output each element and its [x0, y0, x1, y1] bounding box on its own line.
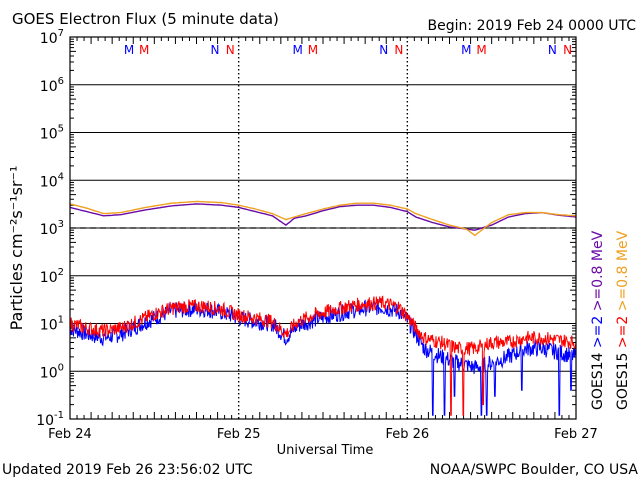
y-tick-label: 102	[40, 267, 64, 286]
y-tick-label: 106	[40, 76, 64, 95]
plot-frame	[69, 36, 577, 420]
time-marker: M	[476, 43, 486, 57]
time-marker: M	[308, 43, 318, 57]
series-line	[69, 200, 577, 237]
x-tick-label: Feb 25	[217, 427, 261, 442]
time-marker: N	[394, 43, 403, 57]
chart-title: GOES Electron Flux (5 minute data)	[12, 10, 279, 28]
time-marker: M	[124, 43, 134, 57]
time-marker: N	[379, 43, 388, 57]
y-tick-label: 105	[40, 124, 64, 143]
legend: GOES14 >=2 >=0.8 MeV GOES15 >=2 >=0.8 MeV	[590, 230, 631, 410]
x-tick-label: Feb 26	[385, 427, 429, 442]
time-marker: M	[139, 43, 149, 57]
time-marker: N	[211, 43, 220, 57]
begin-date: Begin: 2019 Feb 24 0000 UTC	[428, 18, 637, 34]
x-axis-title: Universal Time	[277, 443, 374, 458]
time-marker: N	[563, 43, 572, 57]
time-marker: M	[293, 43, 303, 57]
y-tick-label: 107	[40, 28, 64, 47]
y-tick-label: 10-1	[36, 410, 64, 429]
updated-timestamp: Updated 2019 Feb 26 23:56:02 UTC	[2, 462, 253, 478]
time-marker: N	[226, 43, 235, 57]
credit-line: NOAA/SWPC Boulder, CO USA	[430, 462, 639, 478]
x-tick-label: Feb 27	[554, 427, 598, 442]
plot-area: 10-1 100 101 102 103 104 105 106 107 Feb 24 Feb 25…	[36, 28, 598, 442]
y-tick-label: 104	[40, 171, 64, 190]
y-tick-label: 101	[40, 315, 64, 334]
series-line	[69, 299, 577, 416]
legend-goes14: GOES14 >=2 >=0.8 MeV	[590, 230, 606, 410]
y-tick-label: 103	[40, 219, 64, 238]
legend-goes15: GOES15 >=2 >=0.8 MeV	[615, 230, 631, 410]
x-tick-label: Feb 24	[48, 427, 92, 442]
series-line	[69, 203, 577, 231]
time-marker: N	[548, 43, 557, 57]
series-line	[69, 295, 577, 416]
y-tick-label: 100	[40, 362, 64, 381]
y-axis-title: Particles cm⁻²s⁻¹sr⁻¹	[7, 166, 26, 331]
time-marker: M	[461, 43, 471, 57]
